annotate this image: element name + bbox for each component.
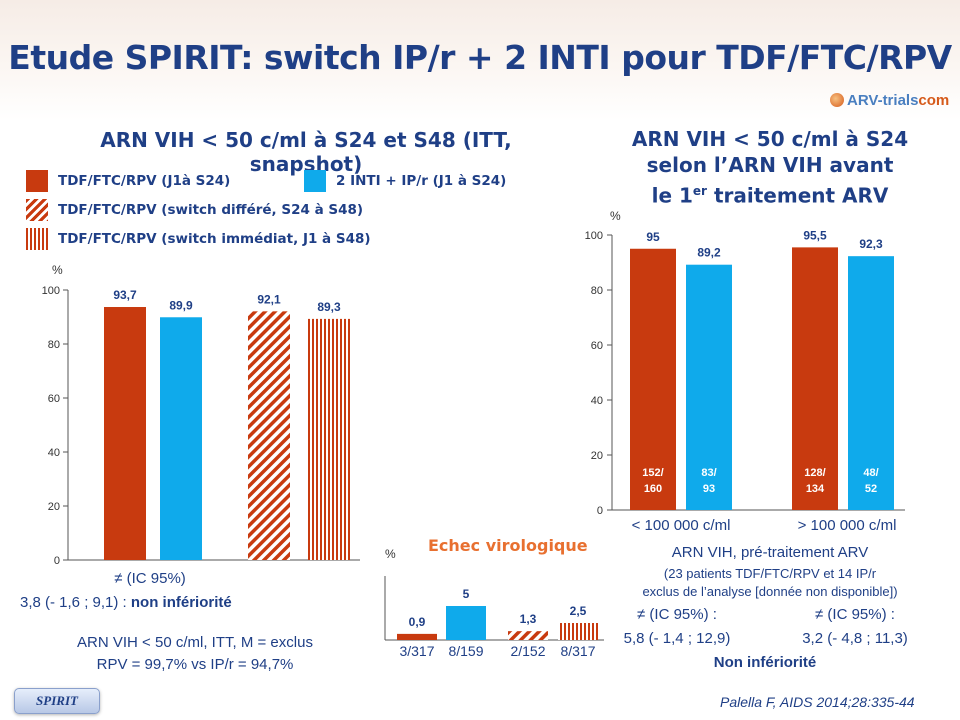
legend-label-red: TDF/FTC/RPV (J1à S24) [58, 173, 231, 189]
right-ic-a-value: 5,8 (- 1,4 ; 12,9) [623, 630, 731, 647]
left-y-tick-label: 80 [48, 339, 60, 351]
right-ic-a: ≠ (IC 95%) : [637, 606, 717, 623]
left-ic-value: 3,8 (- 1,6 ; 9,1) : [20, 594, 131, 611]
left-note-2: RPV = 99,7% vs IP/r = 94,7% [96, 656, 294, 673]
right-sub-2: exclus de l’analyse [donnée non disponib… [642, 584, 898, 599]
spirit-badge: SPIRIT [14, 688, 100, 714]
legend-label-vert: TDF/FTC/RPV (switch immédiat, J1 à S48) [58, 231, 371, 247]
left-bar [160, 317, 202, 560]
right-heading-line2: selon l’ARN VIH avant [646, 153, 894, 177]
left-y-tick-label: 60 [48, 393, 60, 405]
right-conclusion: Non infériorité [713, 654, 817, 671]
right-heading-line3-b: traitement ARV [706, 183, 889, 208]
right-chart-heading: ARN VIH < 50 c/ml à S24 selon l’ARN VIH … [600, 126, 940, 209]
left-bar-value-label: 89,9 [169, 298, 193, 312]
right-heading-line3-sup: er [692, 184, 707, 198]
header-background [0, 0, 960, 120]
right-heading-line3: le 1er traitement ARV [600, 178, 940, 209]
left-bar [308, 318, 350, 560]
legend-label-blue: 2 INTI + IP/r (J1 à S24) [336, 173, 507, 189]
left-y-tick-label: 0 [54, 555, 60, 567]
right-heading-line3-a: le 1 [651, 183, 693, 208]
slide-title: Etude SPIRIT: switch IP/r + 2 INTI pour … [8, 38, 952, 77]
right-heading-line1: ARN VIH < 50 c/ml à S24 [631, 127, 909, 151]
logo-icon [830, 93, 844, 107]
left-bar-value-label: 93,7 [113, 288, 137, 302]
left-y-tick-label: 100 [42, 285, 60, 297]
left-y-unit: % [52, 263, 63, 277]
echec-title: Echec virologique [428, 536, 588, 555]
legend-swatch-vert [26, 228, 48, 250]
logo-text: ARV-trials [847, 92, 919, 109]
left-bar [248, 311, 290, 560]
legend-swatch-diag [26, 199, 48, 221]
legend-swatch-red [26, 170, 48, 192]
left-bar-value-label: 92,1 [257, 292, 281, 306]
left-bar [104, 307, 146, 560]
citation: Palella F, AIDS 2014;28:335-44 [720, 694, 915, 710]
left-y-tick-label: 40 [48, 447, 60, 459]
right-ic-b-value: 3,2 (- 4,8 ; 11,3) [802, 630, 908, 647]
left-note-1: ARN VIH < 50 c/ml, ITT, M = exclus [77, 634, 313, 651]
left-bar-value-label: 89,3 [317, 300, 341, 314]
right-x-axis-title: ARN VIH, pré-traitement ARV [671, 544, 869, 561]
legend-label-diag: TDF/FTC/RPV (switch différé, S24 à S48) [58, 202, 364, 218]
left-chart-heading: ARN VIH < 50 c/ml à S24 et S48 (ITT, sna… [100, 128, 512, 176]
left-ic-label: ≠ (IC 95%) [114, 570, 186, 587]
arv-trials-logo: ARV-trialscom [830, 92, 949, 109]
left-ic-line: 3,8 (- 1,6 ; 9,1) : non infériorité [20, 594, 232, 611]
legend-swatch-blue [304, 170, 326, 192]
left-y-tick-label: 20 [48, 501, 60, 513]
left-ic-conclusion: non infériorité [130, 594, 232, 611]
right-sub-1: (23 patients TDF/FTC/RPV et 14 IP/r [663, 566, 877, 581]
right-ic-b: ≠ (IC 95%) : [815, 606, 895, 623]
logo-suffix: com [918, 92, 950, 109]
